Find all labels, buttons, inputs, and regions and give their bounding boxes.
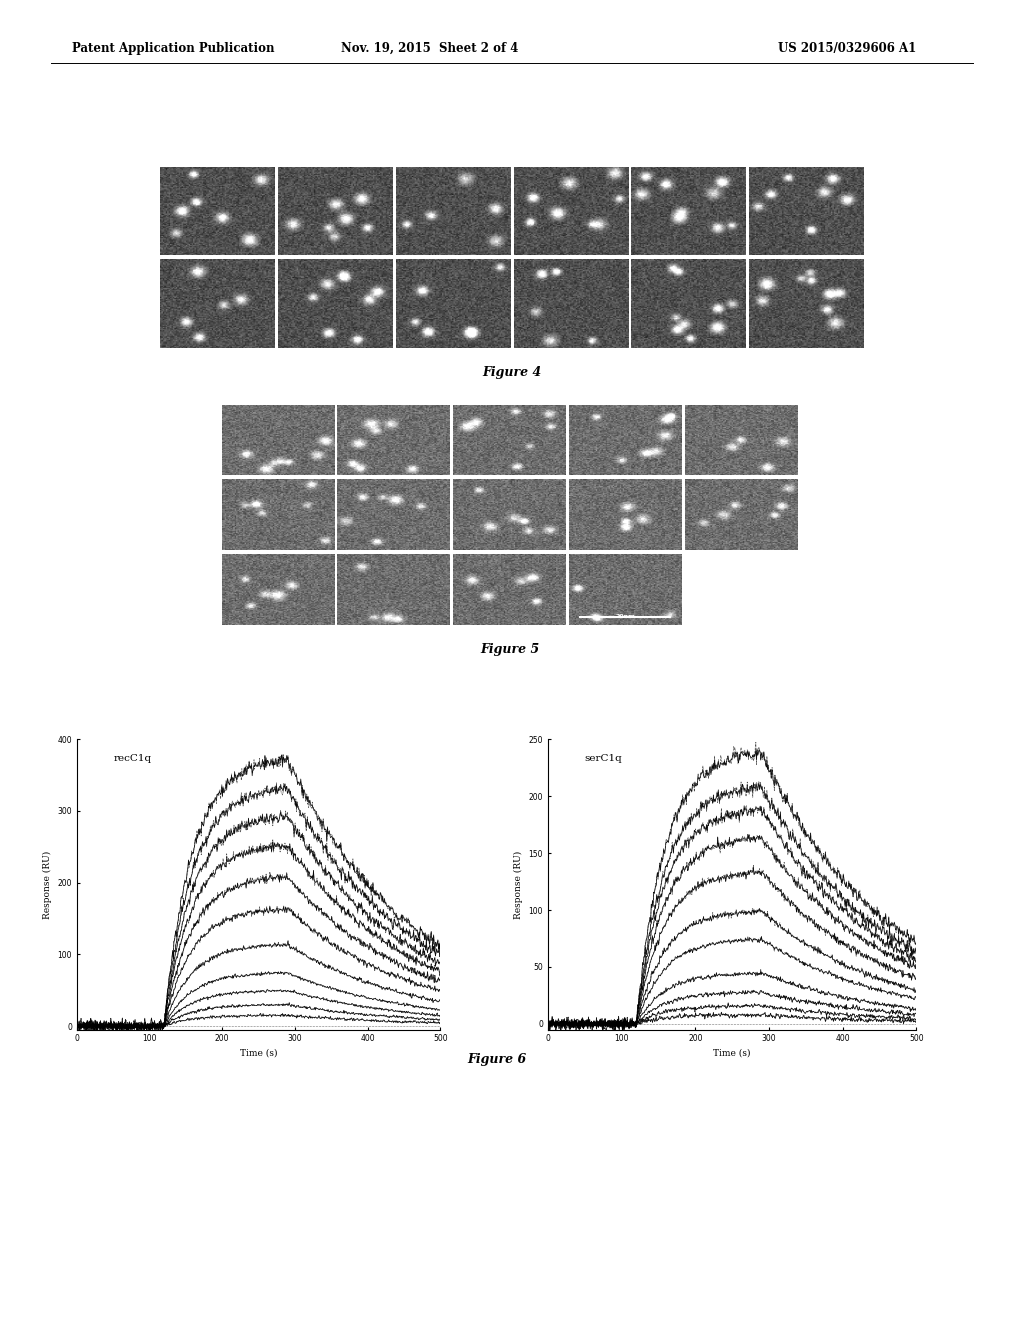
Text: 20nm: 20nm bbox=[615, 614, 635, 619]
X-axis label: Time (s): Time (s) bbox=[714, 1049, 751, 1059]
Text: Nov. 19, 2015  Sheet 2 of 4: Nov. 19, 2015 Sheet 2 of 4 bbox=[341, 42, 519, 55]
Text: Figure 5: Figure 5 bbox=[480, 643, 539, 656]
Y-axis label: Response (RU): Response (RU) bbox=[43, 850, 52, 919]
Text: Figure 6: Figure 6 bbox=[467, 1053, 526, 1067]
Text: recC1q: recC1q bbox=[113, 754, 152, 763]
Y-axis label: Response (RU): Response (RU) bbox=[514, 850, 523, 919]
X-axis label: Time (s): Time (s) bbox=[240, 1049, 278, 1059]
Text: serC1q: serC1q bbox=[585, 754, 623, 763]
Text: US 2015/0329606 A1: US 2015/0329606 A1 bbox=[778, 42, 916, 55]
Text: Patent Application Publication: Patent Application Publication bbox=[72, 42, 274, 55]
Text: Figure 4: Figure 4 bbox=[482, 366, 542, 379]
